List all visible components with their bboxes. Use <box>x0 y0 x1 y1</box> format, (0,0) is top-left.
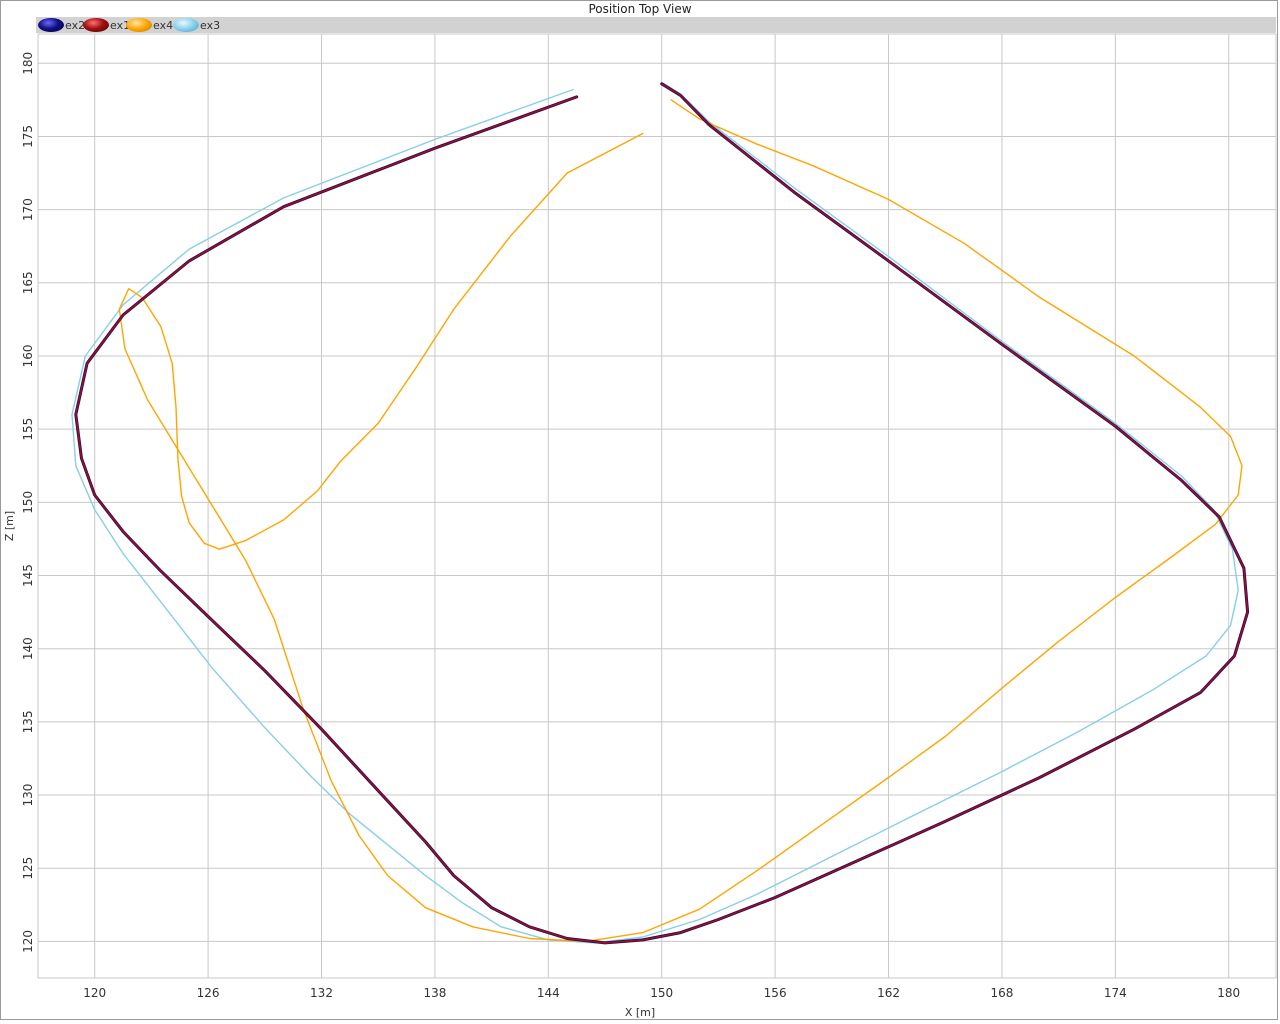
y-tick-label: 165 <box>21 271 35 294</box>
y-tick-label: 170 <box>21 198 35 221</box>
chart-title: Position Top View <box>588 2 692 16</box>
legend: ex2 ex1 ex4 ex3 <box>36 17 1276 33</box>
legend-item-ex4[interactable]: ex4 <box>126 17 173 33</box>
y-tick-label: 125 <box>21 857 35 880</box>
y-tick-label: 155 <box>21 418 35 441</box>
series-line-ex4 <box>118 99 1243 943</box>
legend-swatch-ex1 <box>83 18 109 32</box>
series-line-ex3 <box>71 81 1239 944</box>
y-tick-label: 130 <box>21 784 35 807</box>
y-axis-label: Z [m] <box>3 511 16 541</box>
series-line-ex1 <box>75 83 1249 944</box>
y-tick-label: 150 <box>21 491 35 514</box>
legend-label-ex4: ex4 <box>153 18 174 32</box>
y-tick-label: 145 <box>21 564 35 587</box>
legend-swatch-ex4 <box>126 18 152 32</box>
x-tick-label: 126 <box>197 986 220 1000</box>
legend-swatch-ex2 <box>38 18 64 32</box>
series-lines <box>71 81 1250 945</box>
tick-labels: 120 126 132 138 144 150 156 162 168 174 180 120 125 1… <box>21 52 1240 1000</box>
legend-item-ex1[interactable]: ex1 <box>83 17 130 33</box>
legend-item-ex2[interactable]: ex2 <box>38 17 85 33</box>
plot-frame <box>37 33 1277 979</box>
x-tick-label: 144 <box>537 986 560 1000</box>
x-tick-label: 168 <box>990 986 1013 1000</box>
x-tick-label: 180 <box>1217 986 1240 1000</box>
y-tick-label: 135 <box>21 710 35 733</box>
legend-item-ex3[interactable]: ex3 <box>173 17 220 33</box>
y-tick-label: 160 <box>21 345 35 368</box>
legend-label-ex1: ex1 <box>110 18 131 32</box>
x-axis-label: X [m] <box>625 1006 655 1019</box>
y-tick-label: 180 <box>21 52 35 75</box>
legend-label-ex2: ex2 <box>65 18 86 32</box>
legend-swatch-ex3 <box>173 18 199 32</box>
x-tick-label: 162 <box>877 986 900 1000</box>
x-tick-label: 174 <box>1104 986 1127 1000</box>
y-tick-label: 175 <box>21 125 35 148</box>
y-tick-label: 120 <box>21 930 35 953</box>
x-tick-label: 132 <box>310 986 333 1000</box>
y-tick-label: 140 <box>21 637 35 660</box>
x-tick-label: 138 <box>423 986 446 1000</box>
x-tick-label: 156 <box>764 986 787 1000</box>
legend-label-ex3: ex3 <box>200 18 221 32</box>
x-tick-label: 150 <box>650 986 673 1000</box>
x-tick-label: 120 <box>83 986 106 1000</box>
grid <box>37 33 1277 979</box>
